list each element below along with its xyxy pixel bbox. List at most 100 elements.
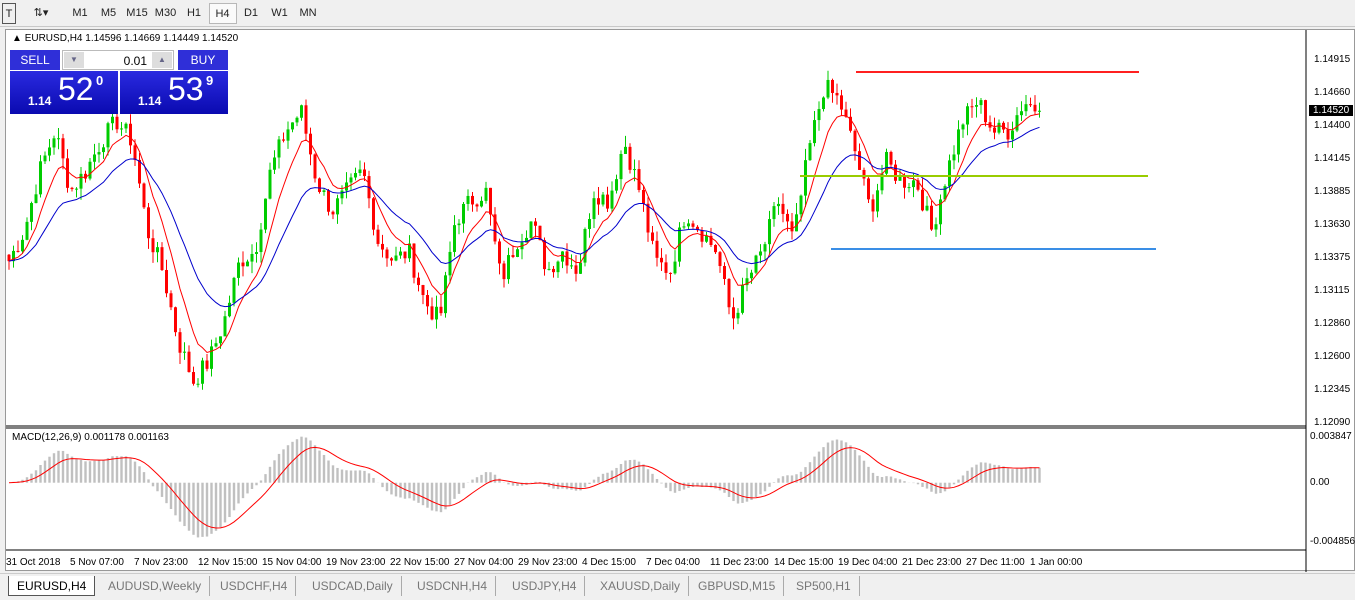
text-tool-icon[interactable]: T: [2, 3, 16, 24]
candle-body: [232, 277, 236, 303]
timeframe-d1[interactable]: D1: [243, 7, 259, 19]
candle-body: [381, 243, 384, 250]
tab-xauusd-daily[interactable]: XAUUSD,Daily: [592, 576, 690, 596]
macd-histogram-bar: [48, 456, 51, 483]
increase-lot-icon[interactable]: ▲: [152, 52, 172, 68]
candle-body: [835, 92, 839, 96]
macd-histogram-bar: [808, 462, 812, 483]
tab-usdchf-h4[interactable]: USDCHF,H4: [212, 576, 297, 596]
macd-histogram-bar: [1024, 467, 1028, 483]
macd-histogram-bar: [165, 482, 168, 504]
time-tick: 1 Jan 00:00: [1030, 557, 1083, 568]
candle-body: [637, 169, 641, 190]
macd-histogram-bar: [547, 482, 551, 487]
macd-histogram-bar: [210, 482, 213, 534]
macd-histogram-bar: [786, 475, 789, 483]
candle-body: [556, 261, 560, 273]
candle-body: [84, 173, 87, 179]
macd-histogram-bar: [849, 445, 852, 483]
objects-dropdown-icon[interactable]: ⇅▾: [33, 7, 49, 19]
tab-usdjpy-h4[interactable]: USDJPY,H4: [504, 576, 586, 596]
macd-histogram-bar: [174, 482, 177, 516]
candle-body: [430, 306, 434, 320]
tab-usdcad-daily[interactable]: USDCAD,Daily: [304, 576, 402, 596]
tab-audusd-weekly[interactable]: AUDUSD,Weekly: [100, 576, 211, 596]
candle-body: [336, 198, 339, 215]
candle-body: [741, 285, 744, 313]
current-price-label: 1.14520: [1309, 104, 1354, 116]
macd-histogram-bar: [669, 482, 672, 492]
candle-body: [615, 179, 618, 191]
candle-body: [718, 252, 722, 267]
candle-body: [696, 226, 699, 231]
candle-body: [583, 229, 587, 263]
sell-price[interactable]: 1.14 52 0: [10, 71, 118, 114]
candle-body: [916, 180, 920, 190]
candle-body: [588, 219, 591, 230]
buy-price[interactable]: 1.14 53 9: [120, 71, 228, 114]
macd-histogram-bar: [84, 461, 87, 483]
macd-histogram-bar: [948, 482, 951, 488]
tab-gbpusd-m15[interactable]: GBPUSD,M15: [690, 576, 785, 596]
candle-body: [264, 198, 267, 230]
price-tick: 1.13375: [1314, 251, 1351, 263]
macd-histogram-bar: [988, 463, 992, 483]
candle-body: [57, 138, 60, 140]
timeframe-h1[interactable]: H1: [186, 7, 202, 19]
macd-histogram-bar: [1006, 468, 1010, 483]
timeframe-h4[interactable]: H4: [208, 3, 237, 24]
tab-sp500-h1[interactable]: SP500,H1: [788, 576, 860, 596]
macd-histogram-bar: [70, 456, 74, 483]
macd-histogram-bar: [349, 470, 353, 483]
candle-body: [997, 122, 1001, 133]
chart-canvas[interactable]: [6, 30, 1355, 572]
candle-body: [723, 266, 726, 279]
timeframe-w1[interactable]: W1: [271, 7, 288, 19]
lot-size-input[interactable]: ▼ 0.01 ▲: [62, 50, 174, 70]
macd-histogram-bar: [228, 482, 231, 518]
candle-body: [925, 205, 929, 211]
timeframe-m5[interactable]: M5: [100, 7, 117, 19]
sell-button[interactable]: SELL: [10, 50, 60, 70]
candle-body: [511, 255, 515, 257]
timeframe-m1[interactable]: M1: [72, 7, 88, 19]
candle-body: [457, 223, 461, 226]
macd-histogram-bar: [106, 458, 110, 483]
macd-histogram-bar: [903, 481, 906, 483]
candle-body: [39, 161, 42, 195]
timeframe-mn[interactable]: MN: [299, 7, 317, 19]
macd-histogram-bar: [862, 460, 866, 483]
macd-histogram-bar: [138, 466, 141, 483]
candle-body: [102, 147, 105, 153]
bid-fraction: 0: [96, 73, 104, 88]
decrease-lot-icon[interactable]: ▼: [64, 52, 84, 68]
candle-body: [772, 206, 776, 220]
candle-body: [831, 79, 834, 93]
candle-body: [426, 295, 429, 307]
macd-histogram-bar: [124, 456, 128, 483]
macd-histogram-bar: [750, 482, 753, 501]
timeframe-m15[interactable]: M15: [126, 7, 148, 19]
candle-body: [417, 277, 420, 286]
macd-histogram-bar: [1002, 466, 1005, 483]
candle-body: [547, 268, 551, 270]
macd-histogram-bar: [309, 440, 312, 483]
candle-body: [70, 187, 74, 190]
chart-window[interactable]: ▲ EURUSD,H4 1.14596 1.14669 1.14449 1.14…: [5, 29, 1355, 572]
macd-histogram-bar: [340, 469, 344, 483]
buy-button[interactable]: BUY: [178, 50, 228, 70]
time-tick: 11 Dec 23:00: [710, 557, 769, 568]
macd-signal-line: [8, 446, 1040, 529]
candle-body: [538, 225, 542, 241]
candle-body: [291, 122, 294, 130]
tab-eurusd-h4[interactable]: EURUSD,H4: [8, 576, 96, 596]
macd-histogram-bar: [120, 456, 123, 483]
candle-body: [808, 143, 812, 161]
timeframe-m30[interactable]: M30: [154, 7, 177, 19]
macd-histogram-bar: [696, 482, 699, 487]
candle-body: [169, 293, 173, 308]
tab-usdcnh-h4[interactable]: USDCNH,H4: [409, 576, 497, 596]
candle-body: [142, 183, 146, 208]
macd-histogram-bar: [790, 475, 794, 483]
time-tick: 15 Nov 04:00: [262, 557, 322, 568]
